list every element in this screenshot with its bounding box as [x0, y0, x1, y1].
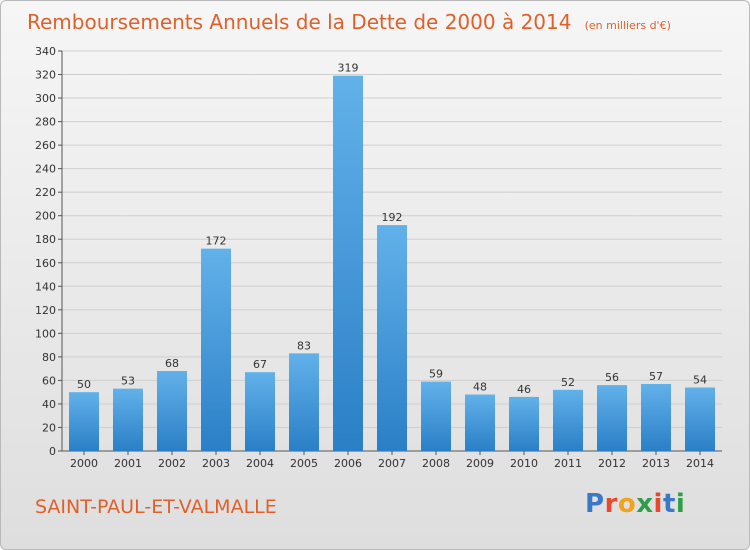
y-tick-label: 340 [35, 45, 56, 58]
x-tick-label: 2000 [70, 457, 98, 470]
bar [157, 371, 187, 451]
bar-value-label: 172 [206, 235, 227, 248]
y-tick-label: 120 [35, 304, 56, 317]
y-tick-label: 300 [35, 92, 56, 105]
bar-value-label: 50 [77, 378, 91, 391]
bar [333, 75, 363, 452]
x-tick-label: 2005 [290, 457, 318, 470]
bar [685, 387, 715, 451]
y-tick-label: 280 [35, 116, 56, 129]
bar-value-label: 59 [429, 368, 443, 381]
logo-letter: x [636, 489, 654, 519]
x-tick-label: 2004 [246, 457, 274, 470]
commune-name: SAINT-PAUL-ET-VALMALLE [35, 496, 277, 518]
x-tick-label: 2007 [378, 457, 406, 470]
bar [553, 389, 583, 451]
bar-value-label: 52 [561, 376, 575, 389]
y-tick-label: 220 [35, 186, 56, 199]
y-tick-label: 200 [35, 210, 56, 223]
bar [69, 392, 99, 451]
bar-value-label: 57 [649, 370, 663, 383]
y-tick-label: 40 [42, 398, 56, 411]
y-tick-label: 80 [42, 351, 56, 364]
bar-value-label: 54 [693, 373, 707, 386]
x-tick-label: 2002 [158, 457, 186, 470]
bar [245, 372, 275, 451]
y-tick-label: 0 [49, 445, 56, 458]
x-tick-label: 2006 [334, 457, 362, 470]
x-tick-label: 2013 [642, 457, 670, 470]
bar-value-label: 56 [605, 371, 619, 384]
y-tick-label: 240 [35, 163, 56, 176]
bar-value-label: 53 [121, 375, 135, 388]
bar [377, 225, 407, 451]
x-tick-label: 2010 [510, 457, 538, 470]
x-tick-label: 2008 [422, 457, 450, 470]
chart-title-unit: (en milliers d'€) [584, 19, 671, 32]
x-tick-label: 2012 [598, 457, 626, 470]
chart-title-main: Remboursements Annuels de la Dette de 20… [27, 10, 572, 34]
bar [289, 353, 319, 451]
logo-letter: r [604, 489, 618, 519]
bar [113, 388, 143, 451]
y-tick-label: 100 [35, 327, 56, 340]
bar-value-label: 46 [517, 383, 531, 396]
y-tick-label: 260 [35, 139, 56, 152]
y-tick-label: 180 [35, 233, 56, 246]
x-tick-label: 2011 [554, 457, 582, 470]
x-tick-label: 2001 [114, 457, 142, 470]
y-tick-label: 20 [42, 421, 56, 434]
proxiti-logo: Proxiti [585, 489, 685, 519]
bar-value-label: 67 [253, 358, 267, 371]
logo-letter: t [662, 489, 676, 519]
chart-title: Remboursements Annuels de la Dette de 20… [27, 10, 671, 34]
y-tick-label: 60 [42, 374, 56, 387]
logo-letter: o [617, 489, 637, 519]
logo-letter: P [585, 489, 605, 519]
bar [597, 385, 627, 451]
bar-value-label: 68 [165, 357, 179, 370]
logo-letter: i [675, 489, 686, 519]
y-tick-label: 160 [35, 257, 56, 270]
y-tick-label: 140 [35, 280, 56, 293]
logo-letter: i [653, 489, 663, 519]
x-tick-label: 2003 [202, 457, 230, 470]
bar-value-label: 319 [338, 62, 359, 75]
x-tick-label: 2014 [686, 457, 714, 470]
bar-value-label: 83 [297, 339, 311, 352]
bar [421, 381, 451, 451]
bar-value-label: 192 [382, 211, 403, 224]
x-tick-label: 2009 [466, 457, 494, 470]
bar [641, 383, 671, 451]
bar [509, 396, 539, 451]
bar [201, 248, 231, 451]
y-tick-label: 320 [35, 69, 56, 82]
bar-value-label: 48 [473, 381, 487, 394]
bar [465, 394, 495, 451]
